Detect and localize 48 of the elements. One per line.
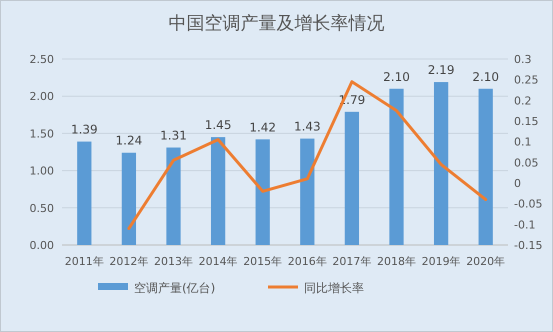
bar: [344, 112, 360, 245]
y2-tick-label: 0.3: [514, 53, 532, 66]
y2-tick-label: 0.05: [514, 156, 538, 170]
x-tick-label: 2013年: [154, 255, 193, 268]
y2-tick-label: -0.1: [514, 218, 536, 232]
y2-tick-label: -0.15: [514, 239, 542, 252]
data-label: 1.45: [204, 118, 232, 132]
y-tick-label: 2.50: [30, 53, 54, 66]
bar: [77, 142, 92, 245]
data-label: 1.43: [294, 120, 321, 134]
y-tick-label: 2.00: [30, 90, 54, 104]
data-label: 2.10: [383, 70, 410, 84]
data-label: 1.31: [160, 128, 187, 143]
y2-tick-label: -0.05: [514, 198, 542, 211]
legend-label: 空调产量(亿台): [134, 281, 216, 295]
bar: [389, 88, 404, 245]
bar: [434, 82, 448, 245]
bar: [166, 148, 181, 245]
chart-title: 中国空调产量及增长率情况: [168, 13, 384, 34]
bar: [478, 88, 493, 245]
data-label: 1.24: [116, 134, 142, 148]
x-tick-label: 2016年: [288, 255, 327, 268]
legend-label: 同比增长率: [304, 281, 364, 295]
y-tick-label: 1.50: [30, 127, 54, 140]
x-tick-label: 2018年: [377, 255, 416, 268]
bar: [210, 137, 226, 245]
bar: [300, 138, 314, 245]
y2-tick-label: 0.25: [514, 74, 538, 87]
x-tick-label: 2014年: [198, 255, 238, 268]
y-tick-label: 1.00: [30, 164, 54, 178]
x-tick-label: 2017年: [332, 255, 372, 268]
y2-tick-label: 0: [514, 177, 521, 190]
y-tick-label: 0.00: [30, 239, 54, 252]
x-tick-label: 2012年: [109, 255, 148, 268]
x-tick-label: 2020年: [466, 255, 506, 268]
x-tick-label: 2019年: [422, 255, 461, 268]
x-tick-label: 2011年: [64, 255, 104, 268]
data-label: 2.10: [472, 70, 500, 84]
x-tick-label: 2015年: [243, 255, 282, 268]
data-label: 1.39: [70, 122, 98, 137]
bar: [256, 139, 270, 245]
bar: [122, 152, 136, 245]
data-label: 1.42: [249, 120, 276, 134]
data-label: 2.19: [428, 63, 454, 78]
y2-tick-label: 0.1: [514, 136, 532, 149]
y2-tick-label: 0.15: [514, 115, 538, 128]
y2-tick-label: 0.2: [514, 94, 532, 108]
y-tick-label: 0.50: [30, 202, 54, 215]
